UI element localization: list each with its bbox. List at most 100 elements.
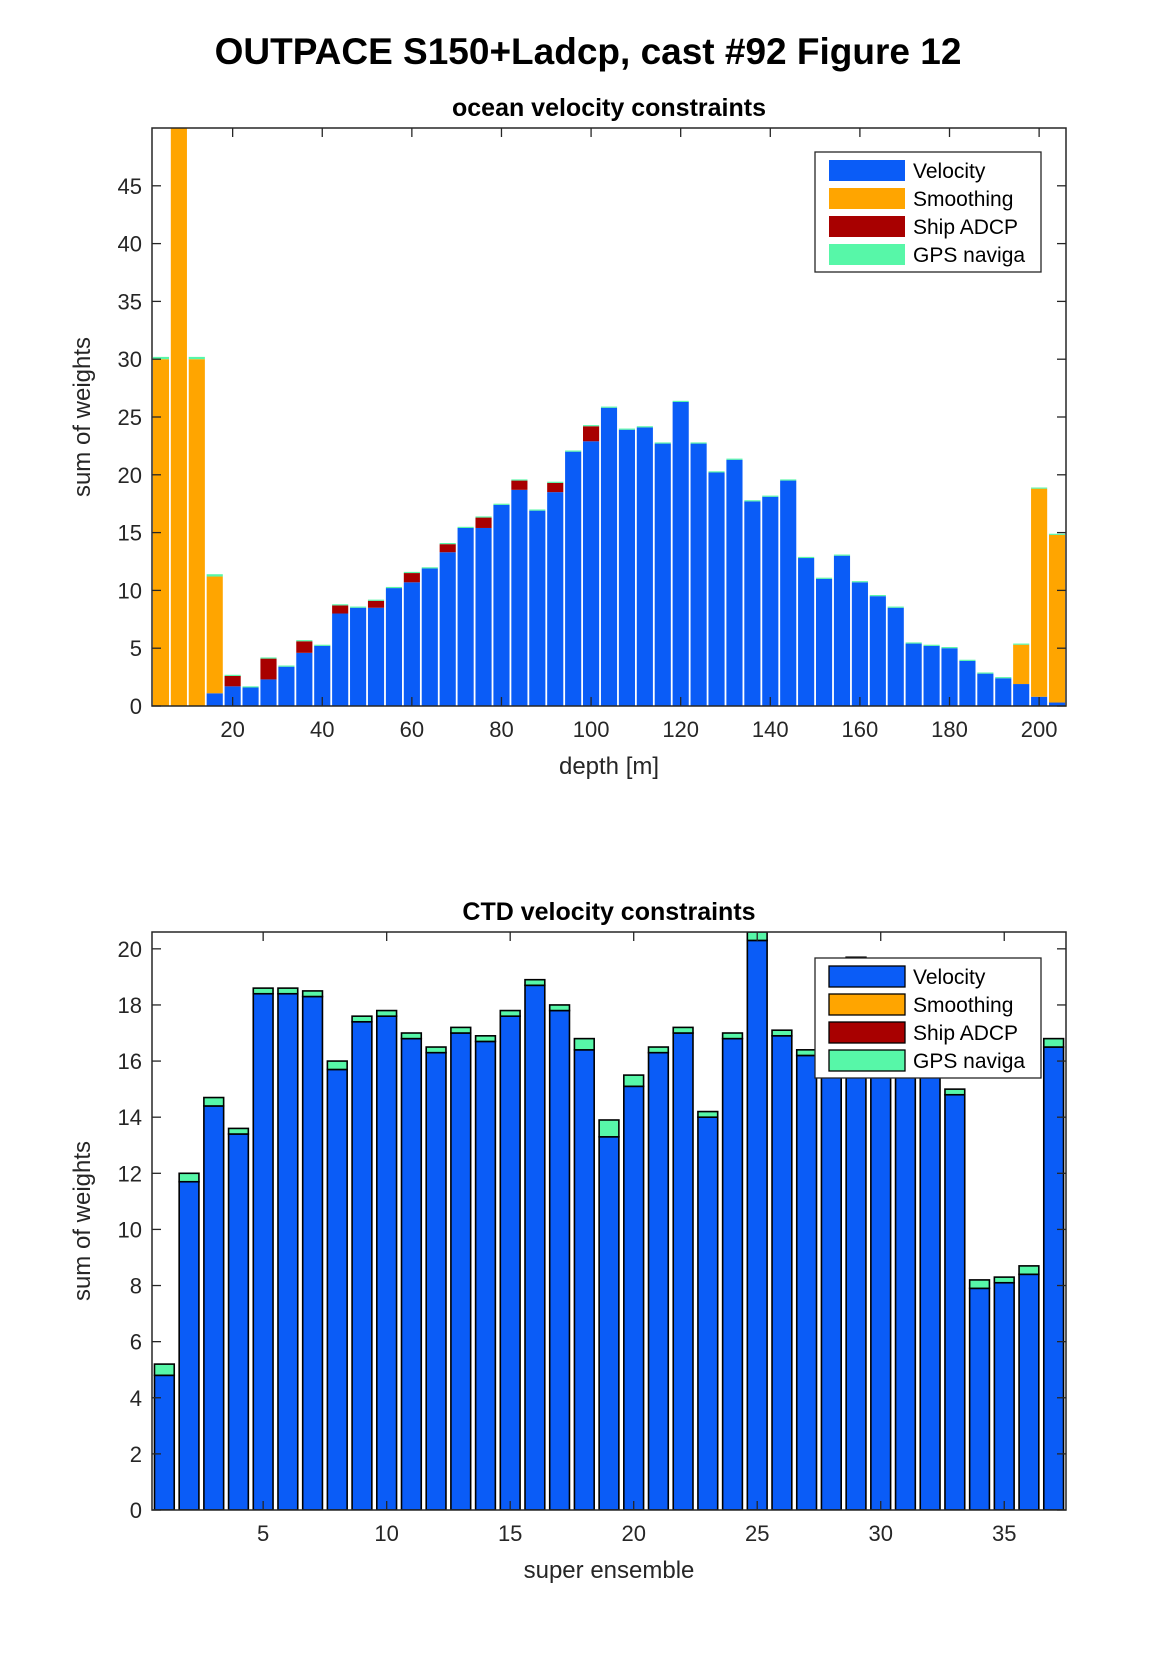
bar-smoothing bbox=[1048, 534, 1066, 703]
bar-velocity bbox=[744, 501, 761, 706]
bar-velocity bbox=[1042, 1046, 1065, 1510]
x-axis: 5 10 15 20 25 30 35 bbox=[257, 932, 1016, 1546]
y-tick-label: 35 bbox=[118, 289, 142, 314]
bar-velocity bbox=[242, 687, 259, 706]
y-tick-label: 25 bbox=[118, 405, 142, 430]
bar-velocity bbox=[260, 679, 277, 706]
bar-gps-naviga bbox=[647, 1046, 670, 1054]
y-tick-label: 10 bbox=[118, 578, 142, 603]
bar-ship-adcp bbox=[439, 544, 456, 553]
bar-velocity bbox=[672, 1032, 694, 1510]
bar-gps-naviga bbox=[450, 1026, 472, 1034]
bar-gps-naviga bbox=[1018, 1265, 1040, 1276]
bar-gps-naviga bbox=[499, 1009, 521, 1017]
bar-ship-adcp bbox=[583, 426, 600, 442]
bar-gps-naviga bbox=[206, 574, 223, 577]
legend-entry: GPS naviga bbox=[913, 244, 1025, 267]
bar-gps-naviga bbox=[618, 428, 635, 430]
bar-velocity bbox=[493, 504, 510, 706]
bar-velocity bbox=[153, 1374, 176, 1510]
y-tick-label: 16 bbox=[118, 1049, 142, 1074]
legend-entry: Velocity bbox=[913, 966, 986, 989]
bar-gps-naviga bbox=[400, 1032, 423, 1040]
bar-gps-naviga bbox=[690, 442, 707, 444]
bar-ship-adcp bbox=[296, 641, 313, 653]
bar-smoothing bbox=[170, 128, 187, 706]
y-tick-label: 15 bbox=[118, 521, 142, 546]
bar-velocity bbox=[762, 496, 779, 706]
bar-velocity bbox=[795, 1054, 818, 1510]
bar-velocity bbox=[350, 607, 367, 706]
x-tick-label: 40 bbox=[310, 717, 334, 742]
bar-gps-naviga bbox=[815, 577, 833, 579]
x-tick-label: 5 bbox=[257, 1521, 269, 1546]
bar-velocity bbox=[771, 1035, 793, 1510]
bar-velocity bbox=[721, 1037, 744, 1510]
bar-gps-naviga bbox=[636, 426, 653, 428]
bar-velocity bbox=[314, 645, 331, 706]
bar-velocity bbox=[403, 582, 420, 706]
y-tick-label: 0 bbox=[130, 694, 142, 719]
bar-gps-naviga bbox=[524, 978, 546, 987]
bar-gps-naviga bbox=[367, 599, 385, 601]
x-tick-label: 200 bbox=[1021, 717, 1058, 742]
bar-gps-naviga bbox=[995, 677, 1012, 679]
bar-velocity bbox=[995, 678, 1012, 706]
x-axis: 20 40 60 80 100 120 140 160 180 200 bbox=[220, 128, 1057, 742]
bar-velocity bbox=[385, 588, 403, 706]
figure-title: OUTPACE S150+Ladcp, cast #92 Figure 12 bbox=[215, 31, 962, 72]
bar-gps-naviga bbox=[1042, 1037, 1065, 1048]
bar-gps-naviga bbox=[672, 1026, 694, 1034]
bar-gps-naviga bbox=[425, 1046, 447, 1054]
bar-velocity bbox=[511, 489, 528, 706]
bar-ship-adcp bbox=[511, 480, 528, 490]
bar-velocity bbox=[425, 1051, 447, 1510]
bar-gps-naviga bbox=[375, 1009, 398, 1017]
bar-gps-naviga bbox=[351, 1015, 373, 1023]
bar-velocity bbox=[524, 984, 546, 1510]
bar-gps-naviga bbox=[598, 1119, 620, 1138]
bar-gps-naviga bbox=[977, 672, 994, 674]
y-tick-label: 0 bbox=[130, 1498, 142, 1523]
bar-gps-naviga bbox=[583, 425, 600, 427]
legend-swatch bbox=[828, 1049, 906, 1072]
legend-swatch bbox=[829, 216, 905, 237]
y-tick-label: 5 bbox=[130, 636, 142, 661]
y-tick-label: 14 bbox=[118, 1105, 142, 1130]
y-tick-label: 18 bbox=[118, 993, 142, 1018]
bar-gps-naviga bbox=[227, 1127, 250, 1135]
bar-velocity bbox=[833, 555, 851, 706]
bar-velocity bbox=[887, 607, 904, 706]
x-tick-label: 15 bbox=[498, 1521, 522, 1546]
x-tick-label: 120 bbox=[662, 717, 699, 742]
bar-velocity bbox=[1013, 684, 1030, 706]
bar-gps-naviga bbox=[260, 657, 277, 659]
x-tick-label: 30 bbox=[868, 1521, 892, 1546]
bar-gps-naviga bbox=[1031, 487, 1048, 489]
bar-velocity bbox=[1018, 1273, 1040, 1510]
bar-gps-naviga bbox=[474, 1035, 497, 1043]
bar-ship-adcp bbox=[260, 658, 277, 680]
bar-gps-naviga bbox=[905, 642, 922, 644]
bar-gps-naviga bbox=[851, 581, 868, 583]
bar-gps-naviga bbox=[224, 674, 241, 676]
bar-gps-naviga bbox=[780, 479, 797, 481]
bar-ship-adcp bbox=[367, 600, 385, 608]
x-tick-label: 160 bbox=[842, 717, 879, 742]
x-tick-label: 180 bbox=[931, 717, 968, 742]
legend-swatch bbox=[829, 244, 905, 265]
bar-gps-naviga bbox=[278, 665, 295, 667]
bar-velocity bbox=[598, 1136, 620, 1510]
y-tick-label: 30 bbox=[118, 347, 142, 372]
bar-gps-naviga bbox=[178, 1172, 200, 1183]
bars bbox=[152, 128, 1066, 706]
bar-ship-adcp bbox=[547, 482, 564, 493]
bar-velocity bbox=[977, 673, 994, 706]
bar-gps-naviga bbox=[623, 1074, 645, 1088]
bar-gps-naviga bbox=[944, 1088, 966, 1096]
y-tick-label: 45 bbox=[118, 174, 142, 199]
bar-gps-naviga bbox=[573, 1037, 595, 1051]
bars bbox=[153, 932, 1065, 1510]
bar-gps-naviga bbox=[654, 442, 671, 444]
ctd-velocity-chart: CTD velocity constraints 5 10 15 20 25 30 35 0 2 4… bbox=[69, 898, 1067, 1584]
